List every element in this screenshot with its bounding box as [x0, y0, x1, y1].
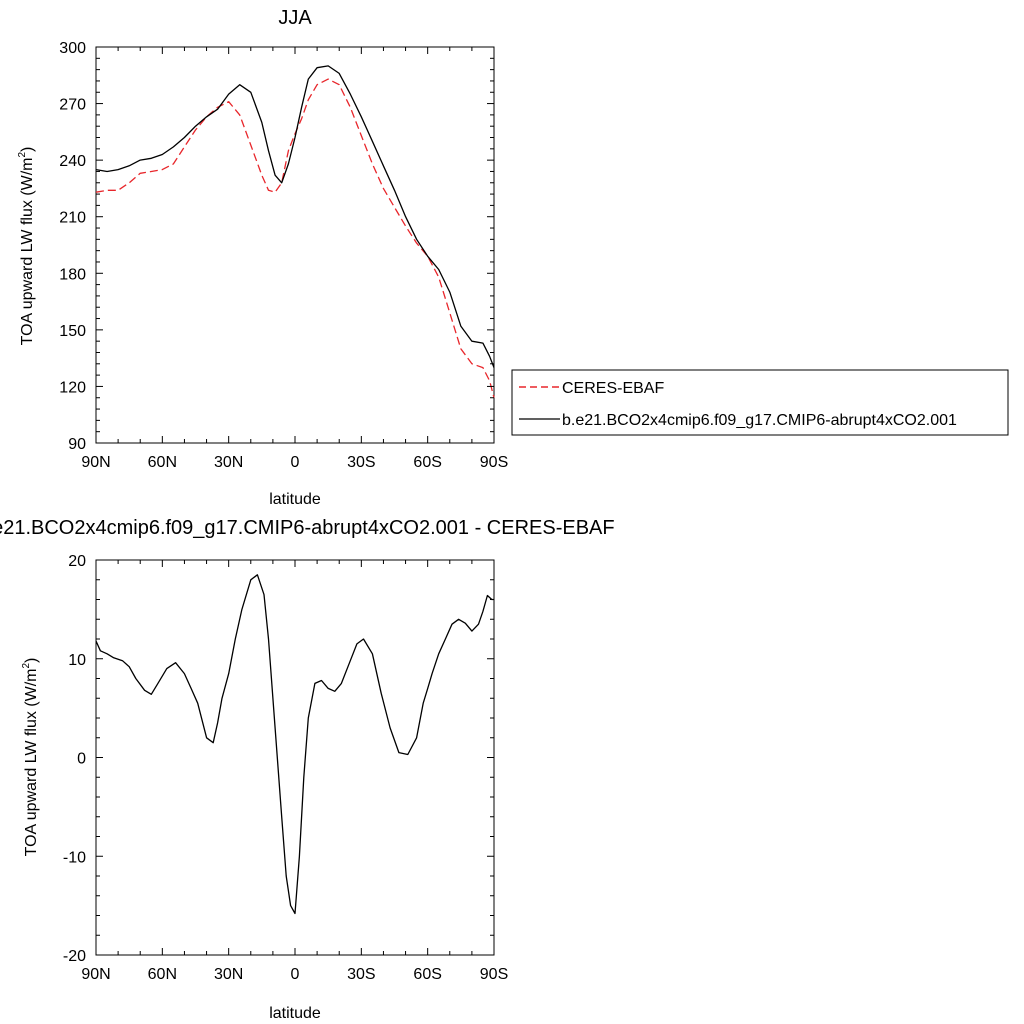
bottom-axes-frame — [95, 559, 495, 956]
top-x-tick-label: 30N — [214, 454, 243, 471]
bottom-y-tick-label: -10 — [63, 849, 86, 866]
bottom-y-tick-label: -20 — [63, 948, 86, 965]
bottom-y-axis-label: TOA upward LW flux (W/m2) — [21, 658, 40, 857]
bottom-y-tick-label: 0 — [77, 751, 86, 768]
bottom-y-tick-label: 10 — [68, 652, 86, 669]
top-x-tick-label: 30S — [347, 454, 375, 471]
top-y-tick-label: 120 — [59, 379, 86, 396]
bottom-x-tick-label: 90S — [480, 966, 508, 983]
bottom-series-line-0 — [95, 574, 494, 915]
top-y-tick-label: 300 — [59, 40, 86, 57]
bottom-series-layer — [95, 574, 494, 915]
legend-label-ceres: CERES-EBAF — [562, 380, 664, 397]
top-axes-frame — [95, 46, 495, 444]
top-x-tick-label: 90N — [81, 454, 110, 471]
bottom-chart-title: b.e21.BCO2x4cmip6.f09_g17.CMIP6-abrupt4x… — [0, 517, 615, 539]
top-series-line-1 — [95, 65, 495, 368]
top-y-tick-label: 240 — [59, 153, 86, 170]
bottom-x-tick-label: 60S — [413, 966, 441, 983]
top-x-tick-label: 0 — [291, 454, 300, 471]
top-y-tick-label: 150 — [59, 323, 86, 340]
top-y-axis-label: TOA upward LW flux (W/m2) — [17, 147, 36, 346]
top-x-tick-label: 60N — [148, 454, 177, 471]
top-x-tick-label: 60S — [413, 454, 441, 471]
bottom-tick-layer: 90N 60N 30N 0 30S 60S 90S -20 -10 0 10 20 — [63, 553, 508, 983]
top-panel: JJA 90N 60N 30N 0 30S 60S 90S 90 120 150 180 210 240… — [17, 7, 508, 508]
top-y-tick-label: 90 — [68, 436, 86, 453]
top-series-line-0 — [95, 78, 495, 398]
bottom-x-axis-label: latitude — [269, 1005, 321, 1022]
bottom-panel: b.e21.BCO2x4cmip6.f09_g17.CMIP6-abrupt4x… — [0, 517, 615, 1022]
top-y-tick-label: 180 — [59, 266, 86, 283]
bottom-x-tick-label: 60N — [148, 966, 177, 983]
top-chart-title: JJA — [278, 7, 312, 29]
top-y-tick-label: 270 — [59, 97, 86, 114]
legend: CERES-EBAF b.e21.BCO2x4cmip6.f09_g17.CMI… — [511, 369, 1009, 436]
bottom-plot-frame — [95, 559, 495, 956]
top-x-tick-label: 90S — [480, 454, 508, 471]
bottom-x-tick-label: 0 — [291, 966, 300, 983]
bottom-y-tick-label: 20 — [68, 553, 86, 570]
legend-label-model: b.e21.BCO2x4cmip6.f09_g17.CMIP6-abrupt4x… — [562, 412, 957, 429]
top-y-tick-label: 210 — [59, 210, 86, 227]
top-plot-frame — [95, 46, 495, 444]
bottom-x-tick-label: 30S — [347, 966, 375, 983]
bottom-x-tick-label: 90N — [81, 966, 110, 983]
top-tick-layer: 90N 60N 30N 0 30S 60S 90S 90 120 150 180 210 240 270 3… — [59, 40, 508, 471]
top-x-axis-label: latitude — [269, 491, 321, 508]
legend-box — [511, 369, 1009, 436]
top-series-layer — [95, 65, 495, 398]
bottom-x-tick-label: 30N — [214, 966, 243, 983]
